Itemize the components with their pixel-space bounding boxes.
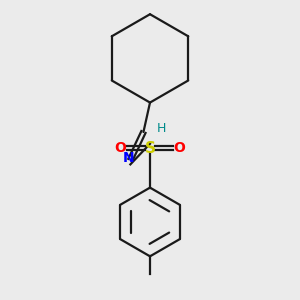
Text: N: N	[123, 151, 134, 165]
Text: S: S	[145, 141, 155, 156]
Text: H: H	[157, 122, 166, 135]
Text: O: O	[115, 141, 127, 155]
Text: O: O	[173, 141, 185, 155]
